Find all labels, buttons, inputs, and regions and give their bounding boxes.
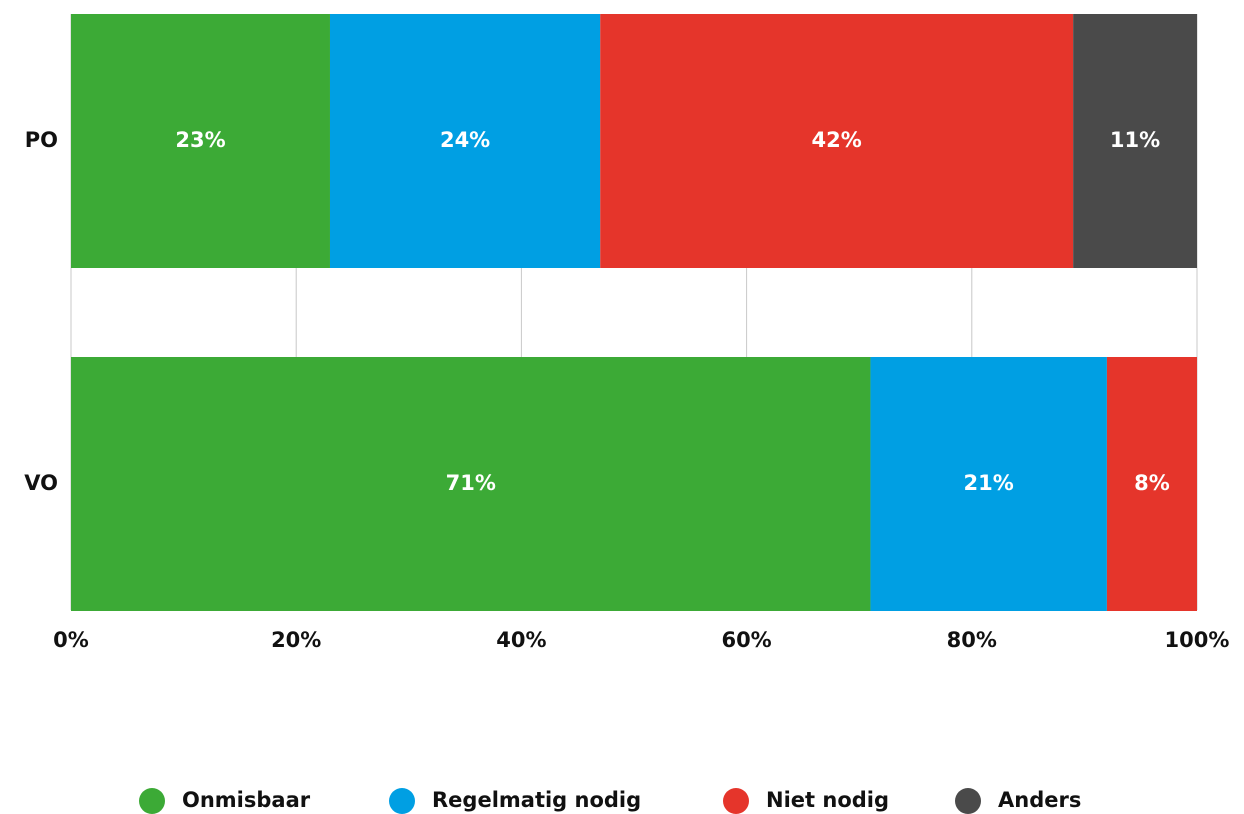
legend-label: Onmisbaar: [182, 788, 311, 812]
legend-label: Anders: [998, 788, 1081, 812]
legend-marker: [955, 788, 981, 814]
data-label: 8%: [1134, 471, 1170, 495]
x-tick-label: 80%: [947, 628, 997, 652]
data-label: 11%: [1110, 128, 1160, 152]
legend-marker: [723, 788, 749, 814]
legend-label: Niet nodig: [766, 788, 889, 812]
bar-segment: [600, 14, 1074, 268]
data-label: 71%: [446, 471, 496, 495]
legend-label: Regelmatig nodig: [432, 788, 641, 812]
x-tick-label: 0%: [53, 628, 89, 652]
bar-segment: [71, 357, 871, 611]
data-label: 42%: [812, 128, 862, 152]
y-tick-label: VO: [24, 471, 58, 495]
legend-marker: [139, 788, 165, 814]
bar-segment: [1073, 14, 1197, 268]
bar-segment: [329, 14, 601, 268]
x-tick-label: 40%: [496, 628, 546, 652]
bar-segment: [71, 14, 330, 268]
x-tick-label: 100%: [1165, 628, 1230, 652]
legend-marker: [389, 788, 415, 814]
bar-segment: [1106, 357, 1197, 611]
data-label: 23%: [175, 128, 225, 152]
x-tick-label: 20%: [271, 628, 321, 652]
data-label: 21%: [964, 471, 1014, 495]
x-tick-label: 60%: [721, 628, 771, 652]
bar-segment: [870, 357, 1107, 611]
data-label: 24%: [440, 128, 490, 152]
y-tick-label: PO: [25, 128, 58, 152]
